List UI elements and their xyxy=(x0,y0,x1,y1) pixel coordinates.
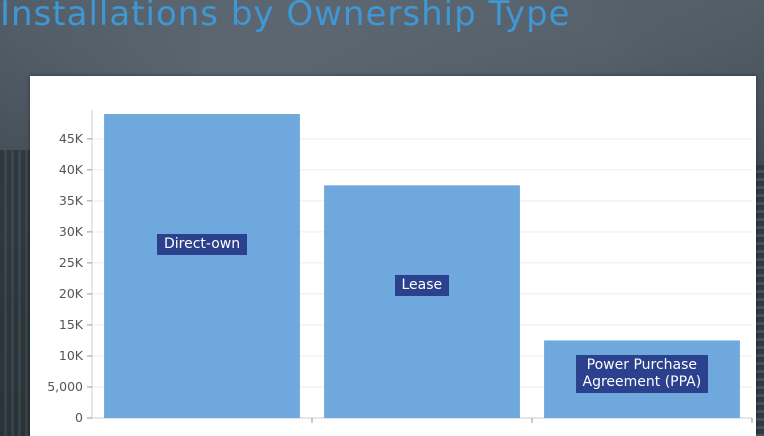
y-tick-label: 20K xyxy=(59,286,84,301)
bar-category-label: Direct-own xyxy=(157,234,248,256)
bar-category-label-line: Direct-own xyxy=(164,236,241,253)
background-building-left xyxy=(0,150,30,436)
bar-category-label: Power Purchase Agreement (PPA) xyxy=(575,354,709,393)
bar-category-label-line: Power Purchase xyxy=(586,356,698,373)
bar-category-label-line: Lease xyxy=(401,276,443,293)
bar-2 xyxy=(324,185,520,418)
chart-panel: 0 5,000 10K 15K 20K 25K 30K 35K 40K 45K Direct-ow… xyxy=(30,76,756,436)
y-tick-label: 30K xyxy=(59,224,84,239)
y-tick-label: 45K xyxy=(59,131,84,146)
y-tick-label: 5,000 xyxy=(47,379,83,394)
background-building-right xyxy=(754,165,764,436)
y-tick-label: 0 xyxy=(75,410,83,425)
y-tick-label: 10K xyxy=(59,348,84,363)
page-title: Installations by Ownership Type xyxy=(0,0,571,34)
y-tick-label: 40K xyxy=(59,162,84,177)
y-tick-label: 35K xyxy=(59,193,84,208)
bar-category-label: Lease xyxy=(394,274,450,296)
bar-1 xyxy=(104,114,300,418)
y-tick-label: 15K xyxy=(59,317,84,332)
bar-chart: 0 5,000 10K 15K 20K 25K 30K 35K 40K 45K xyxy=(47,110,753,425)
y-tick-label: 25K xyxy=(59,255,84,270)
bar-category-label-line: Agreement (PPA) xyxy=(582,373,702,390)
